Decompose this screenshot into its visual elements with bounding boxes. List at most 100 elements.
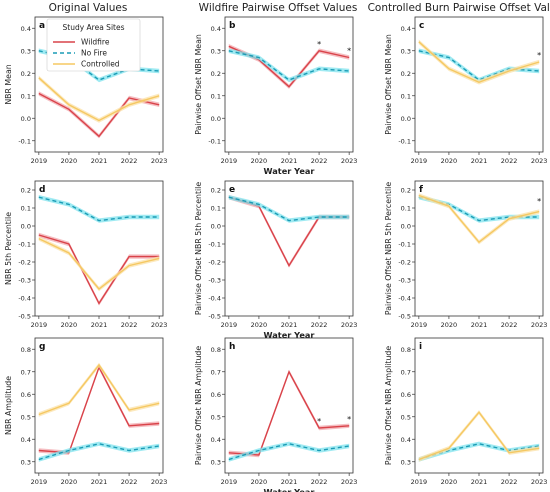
y-tick-label: 0.2 bbox=[211, 70, 221, 78]
y-axis-label: NBR Mean bbox=[4, 64, 13, 104]
y-tick-label: 0.0 bbox=[21, 115, 31, 123]
series-band-no-fire-f bbox=[418, 195, 540, 223]
y-tick-label: 0.7 bbox=[21, 368, 31, 376]
x-tick-label: 2022 bbox=[501, 157, 518, 165]
x-tick-label: 2021 bbox=[471, 478, 488, 486]
series-line-no-fire-h bbox=[228, 443, 350, 461]
column-title-wildfire-offset: Wildfire Pairwise Offset Values bbox=[199, 2, 358, 14]
x-tick-label: 2021 bbox=[471, 321, 488, 329]
significance-star: * bbox=[347, 415, 351, 424]
x-tick-label: 2022 bbox=[121, 478, 138, 486]
legend-label-no-fire: No Fire bbox=[81, 49, 107, 58]
x-tick-label: 2022 bbox=[121, 157, 138, 165]
y-tick-label: 0.3 bbox=[211, 458, 221, 466]
column-title-controlled-offset: Controlled Burn Pairwise Offset Values bbox=[368, 2, 550, 14]
y-tick-label: -0.4 bbox=[18, 295, 31, 303]
panel-label: b bbox=[229, 21, 236, 31]
x-tick-label: 2021 bbox=[281, 157, 298, 165]
y-tick-label: -0.3 bbox=[398, 277, 411, 285]
x-tick-label: 2023 bbox=[341, 157, 358, 165]
y-tick-label: 0.7 bbox=[401, 368, 411, 376]
y-tick-label: -0.4 bbox=[208, 295, 221, 303]
series-band-no-fire-e bbox=[228, 195, 350, 223]
series-band-wildfire-e bbox=[228, 195, 350, 268]
y-tick-label: 0.1 bbox=[401, 205, 411, 213]
x-tick-label: 2019 bbox=[31, 478, 48, 486]
x-tick-label: 2019 bbox=[411, 157, 428, 165]
series-band-controlled-c bbox=[418, 39, 540, 85]
panel-label: c bbox=[419, 21, 424, 31]
panel-d: -0.5 -0.4 -0.3 -0.2 -0.1 0.0 0.1 0.2 2019 2020 202… bbox=[4, 180, 168, 329]
legend-box bbox=[46, 18, 141, 72]
panels: -0.1 0.0 0.1 0.2 0.3 0.4 2019 2020 2021 2022 2023 a… bbox=[4, 16, 548, 492]
legend: Study Area Sites Wildfire No Fire Controlle… bbox=[46, 18, 141, 72]
panel-label: h bbox=[229, 342, 235, 352]
x-tick-label: 2023 bbox=[531, 321, 548, 329]
x-tick-label: 2020 bbox=[251, 321, 268, 329]
y-tick-label: -0.2 bbox=[18, 259, 31, 267]
y-tick-label: -0.2 bbox=[208, 259, 221, 267]
panel-label: d bbox=[39, 185, 45, 195]
y-tick-label: 0.6 bbox=[211, 391, 221, 399]
y-tick-label: 0.8 bbox=[401, 346, 411, 354]
y-tick-label: 0.5 bbox=[21, 413, 31, 421]
x-tick-label: 2023 bbox=[341, 478, 358, 486]
y-axis-label: NBR Amplitude bbox=[4, 376, 13, 435]
x-tick-label: 2019 bbox=[221, 157, 238, 165]
series-band-wildfire-g bbox=[38, 365, 160, 455]
y-tick-label: 0.4 bbox=[211, 436, 221, 444]
y-tick-label: 0.0 bbox=[211, 115, 221, 123]
y-axis-label: Pairwise Offset NBR Mean bbox=[384, 34, 393, 135]
series-band-no-fire-d bbox=[38, 195, 160, 223]
y-tick-label: -0.5 bbox=[18, 313, 31, 321]
panel-c: -0.1 0.0 0.1 0.2 0.3 0.4 2019 2020 2021 2022 2023 c… bbox=[384, 16, 548, 165]
legend-title: Study Area Sites bbox=[63, 23, 125, 32]
series-line-controlled-g bbox=[38, 363, 160, 416]
y-tick-label: -0.4 bbox=[398, 295, 411, 303]
panel-i: 0.3 0.4 0.5 0.6 0.7 0.8 2019 2020 2021 2022 2023 i P… bbox=[384, 337, 548, 486]
significance-star: * bbox=[537, 51, 541, 60]
y-tick-label: 0.4 bbox=[401, 25, 411, 33]
y-tick-label: -0.2 bbox=[398, 259, 411, 267]
y-tick-label: 0.0 bbox=[211, 223, 221, 231]
panel-g: 0.3 0.4 0.5 0.6 0.7 0.8 2019 2020 2021 2022 2023 g N… bbox=[4, 337, 167, 486]
significance-star: * bbox=[347, 47, 351, 56]
x-tick-label: 2019 bbox=[411, 478, 428, 486]
y-tick-label: 0.3 bbox=[211, 47, 221, 55]
panel-label: a bbox=[39, 21, 45, 31]
significance-star: * bbox=[317, 40, 321, 49]
x-tick-label: 2019 bbox=[31, 321, 48, 329]
y-tick-label: 0.2 bbox=[21, 187, 31, 195]
x-tick-label: 2022 bbox=[311, 321, 328, 329]
legend-label-controlled: Controlled bbox=[81, 60, 120, 69]
y-tick-label: 0.0 bbox=[401, 223, 411, 231]
y-tick-label: 0.1 bbox=[21, 205, 31, 213]
x-axis-label: Water Year bbox=[264, 487, 316, 492]
x-tick-label: 2019 bbox=[411, 321, 428, 329]
x-tick-label: 2022 bbox=[311, 157, 328, 165]
series-band-controlled-d bbox=[38, 236, 160, 292]
y-tick-label: 0.8 bbox=[211, 346, 221, 354]
y-tick-label: 0.4 bbox=[21, 436, 31, 444]
legend-label-wildfire: Wildfire bbox=[81, 38, 110, 47]
y-tick-label: 0.0 bbox=[21, 223, 31, 231]
panel-b: -0.1 0.0 0.1 0.2 0.3 0.4 2019 2020 2021 2022 2023 b… bbox=[194, 16, 358, 176]
x-tick-label: 2021 bbox=[281, 321, 298, 329]
x-tick-label: 2023 bbox=[531, 478, 548, 486]
x-tick-label: 2023 bbox=[531, 157, 548, 165]
x-tick-label: 2023 bbox=[151, 321, 168, 329]
y-tick-label: -0.1 bbox=[208, 241, 221, 249]
series-band-controlled-i bbox=[418, 410, 540, 462]
x-tick-label: 2021 bbox=[281, 478, 298, 486]
series-line-controlled-d bbox=[38, 237, 160, 290]
y-tick-label: 0.8 bbox=[21, 346, 31, 354]
y-tick-label: -0.1 bbox=[398, 241, 411, 249]
y-tick-label: 0.3 bbox=[21, 47, 31, 55]
y-tick-label: -0.5 bbox=[208, 313, 221, 321]
x-tick-label: 2020 bbox=[441, 478, 458, 486]
y-tick-label: -0.5 bbox=[398, 313, 411, 321]
series-band-wildfire-a bbox=[38, 91, 160, 139]
column-title-original: Original Values bbox=[49, 2, 128, 14]
significance-star: * bbox=[537, 197, 541, 206]
